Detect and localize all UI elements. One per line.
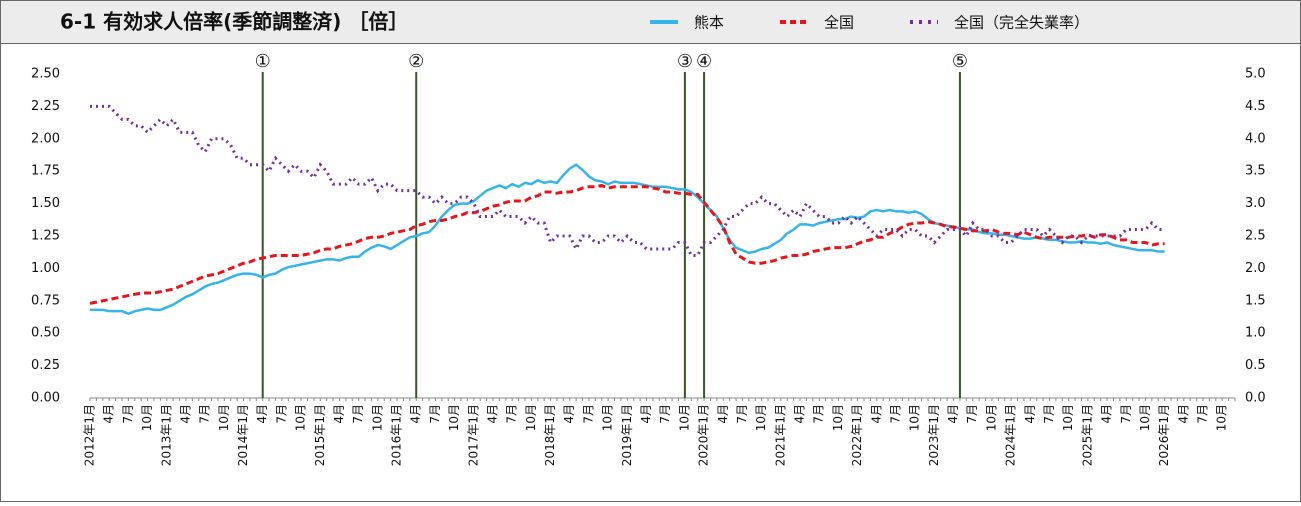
x-tick-label: 2024年1月 <box>1004 404 1018 466</box>
event-label: ⑤ <box>952 51 968 72</box>
x-tick-label: 7月 <box>581 404 595 424</box>
x-tick-label: 2012年1月 <box>83 404 97 466</box>
x-tick-label: 10月 <box>140 404 154 431</box>
legend: 熊本 全国 全国（完全失業率） <box>650 14 1089 32</box>
x-tick-label: 10月 <box>831 404 845 431</box>
y-tick-label: 0.00 <box>31 391 60 406</box>
y-tick-label: 0.50 <box>31 326 60 341</box>
x-tick-label: 4月 <box>178 404 192 424</box>
x-tick-label: 7月 <box>1119 404 1133 424</box>
x-tick-label: 10月 <box>908 404 922 431</box>
event-label: ③ <box>677 51 693 72</box>
x-tick-label: 10月 <box>524 404 538 431</box>
x-tick-label: 7月 <box>274 404 288 424</box>
x-tick-label: 10月 <box>447 404 461 431</box>
x-tick-label: 4月 <box>716 404 730 424</box>
x-tick-label: 4月 <box>793 404 807 424</box>
legend-label: 熊本 <box>694 14 724 32</box>
y-tick-label: 2.00 <box>31 131 60 146</box>
y-tick-label: 1.50 <box>31 196 60 211</box>
x-tick-label: 7月 <box>888 404 902 424</box>
x-tick-label: 2022年1月 <box>850 404 864 466</box>
series-line <box>89 183 1165 305</box>
x-tick-label: 4月 <box>639 404 653 424</box>
x-tick-label: 2020年1月 <box>697 404 711 466</box>
event-label: ① <box>255 51 271 72</box>
x-tick-label: 2015年1月 <box>313 404 327 466</box>
x-tick-label: 2014年1月 <box>236 404 250 466</box>
series-line <box>90 163 1165 316</box>
x-tick-label: 10月 <box>677 404 691 431</box>
x-tick-label: 10月 <box>601 404 615 431</box>
y2-tick-label: 1.0 <box>1245 326 1266 341</box>
x-tick-label: 2023年1月 <box>927 404 941 466</box>
y-tick-label: 1.75 <box>31 164 60 179</box>
x-tick-label: 10月 <box>294 404 308 431</box>
legend-label: 全国 <box>824 14 854 32</box>
x-tick-label: 4月 <box>332 404 346 424</box>
x-tick-label: 4月 <box>409 404 423 424</box>
x-tick-label: 7月 <box>812 404 826 424</box>
x-tick-label: 4月 <box>485 404 499 424</box>
y2-tick-label: 3.0 <box>1245 196 1266 211</box>
x-tick-label: 10月 <box>984 404 998 431</box>
y-tick-label: 1.25 <box>31 229 60 244</box>
y2-tick-label: 1.5 <box>1245 293 1266 308</box>
x-tick-label: 4月 <box>255 404 269 424</box>
y2-tick-label: 0.5 <box>1245 358 1266 373</box>
y-tick-label: 2.25 <box>31 99 60 114</box>
x-tick-label: 4月 <box>1100 404 1114 424</box>
event-label: ② <box>408 51 424 72</box>
y2-tick-label: 0.0 <box>1245 391 1266 406</box>
x-tick-label: 4月 <box>869 404 883 424</box>
x-tick-label: 10月 <box>1215 404 1229 431</box>
legend-label: 全国（完全失業率） <box>954 14 1089 32</box>
x-tick-label: 7月 <box>1042 404 1056 424</box>
x-tick-label: 10月 <box>370 404 384 431</box>
x-tick-label: 4月 <box>1176 404 1190 424</box>
y-tick-label: 0.75 <box>31 293 60 308</box>
y2-tick-label: 4.0 <box>1245 131 1266 146</box>
x-tick-label: 7月 <box>1196 404 1210 424</box>
x-tick-label: 10月 <box>1061 404 1075 431</box>
x-tick-label: 10月 <box>1138 404 1152 431</box>
x-tick-label: 4月 <box>562 404 576 424</box>
y-tick-label: 1.00 <box>31 261 60 276</box>
x-tick-label: 10月 <box>754 404 768 431</box>
series-line <box>90 104 1165 257</box>
y2-tick-label: 5.0 <box>1245 67 1266 82</box>
x-tick-label: 4月 <box>1023 404 1037 424</box>
x-tick-label: 2013年1月 <box>159 404 173 466</box>
x-tick-label: 7月 <box>121 404 135 424</box>
x-tick-label: 4月 <box>946 404 960 424</box>
y2-tick-label: 4.5 <box>1245 99 1266 114</box>
x-tick-label: 2016年1月 <box>390 404 404 466</box>
x-tick-label: 2019年1月 <box>620 404 634 466</box>
x-tick-label: 7月 <box>658 404 672 424</box>
x-tick-label: 2026年1月 <box>1157 404 1171 466</box>
event-label: ④ <box>696 51 712 72</box>
y2-tick-label: 3.5 <box>1245 164 1266 179</box>
y-tick-label: 2.50 <box>31 67 60 82</box>
x-tick-label: 7月 <box>351 404 365 424</box>
x-tick-label: 7月 <box>735 404 749 424</box>
x-tick-label: 7月 <box>965 404 979 424</box>
x-tick-label: 10月 <box>217 404 231 431</box>
x-tick-label: 7月 <box>198 404 212 424</box>
x-tick-label: 4月 <box>102 404 116 424</box>
x-tick-label: 2025年1月 <box>1080 404 1094 466</box>
y2-tick-label: 2.5 <box>1245 229 1266 244</box>
x-tick-label: 2021年1月 <box>773 404 787 466</box>
x-tick-label: 2018年1月 <box>543 404 557 466</box>
x-tick-label: 7月 <box>428 404 442 424</box>
y-tick-label: 0.25 <box>31 358 60 373</box>
chart-title: 6-1 有効求人倍率(季節調整済) ［倍］ <box>60 10 408 34</box>
x-tick-label: 2017年1月 <box>466 404 480 466</box>
x-tick-label: 7月 <box>505 404 519 424</box>
y2-tick-label: 2.0 <box>1245 261 1266 276</box>
